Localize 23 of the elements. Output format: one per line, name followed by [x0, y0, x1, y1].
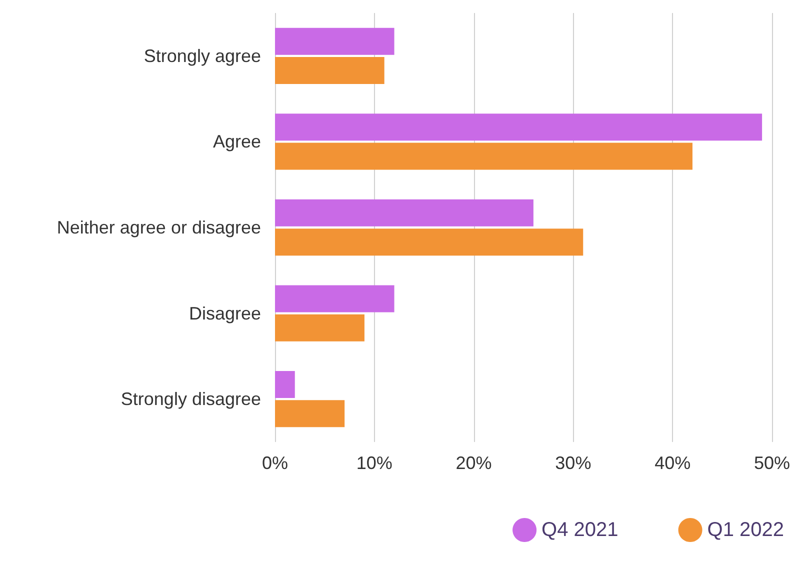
y-tick-label: Neither agree or disagree: [56, 218, 261, 238]
y-tick-label: Agree: [212, 132, 261, 152]
bar: [275, 314, 364, 342]
y-tick-label: Disagree: [188, 303, 261, 324]
legend-label: Q4 2021: [542, 519, 618, 541]
x-tick-label: 0%: [262, 453, 288, 473]
x-tick-label: 50%: [754, 453, 790, 473]
x-tick-label: 10%: [356, 453, 392, 473]
bar: [275, 285, 394, 312]
bar: [275, 228, 584, 256]
bar: [275, 28, 394, 55]
bar: [275, 114, 762, 141]
x-tick-label: 20%: [456, 453, 492, 473]
bar: [275, 400, 345, 428]
x-tick-label: 30%: [555, 453, 592, 473]
bar: [275, 199, 534, 226]
bar: [275, 371, 295, 398]
x-tick-label: 40%: [654, 453, 691, 473]
y-tick-label: Strongly agree: [144, 46, 261, 66]
y-tick-label: Strongly disagree: [120, 389, 261, 410]
bar: [275, 56, 384, 84]
bar: [275, 142, 692, 170]
legend-label: Q1 2022: [707, 519, 784, 541]
